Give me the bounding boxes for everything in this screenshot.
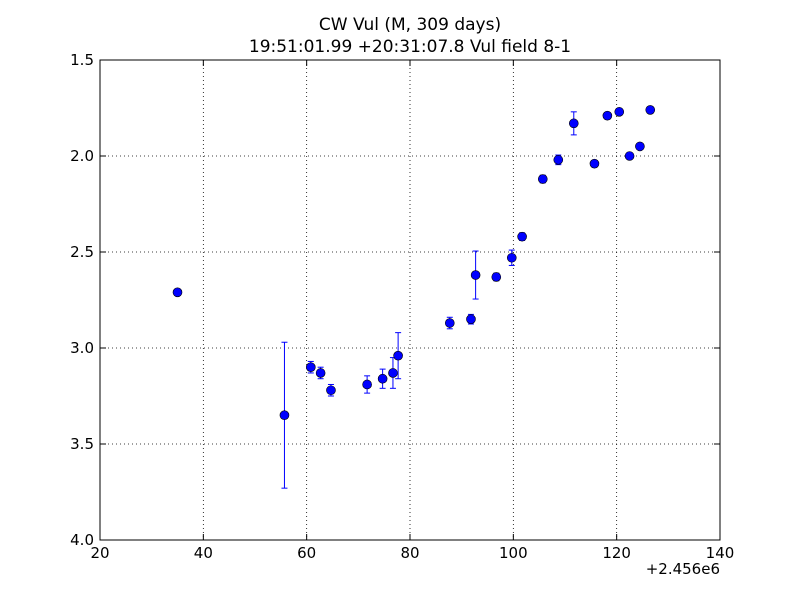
data-point [491,272,502,282]
data-point [470,270,481,280]
x-tick-label: 60 [297,544,316,562]
y-tick-label: 2.5 [70,243,94,261]
data-point [362,379,372,390]
x-offset-label: +2.456e6 [646,560,720,578]
chart-subtitle: 19:51:01.99 +20:31:07.8 Vul field 8-1 [249,37,571,57]
x-tick-label: 100 [499,544,528,562]
y-tick-label: 2.0 [70,147,94,165]
x-tick-label: 120 [602,544,631,562]
y-tick-label: 3.0 [70,339,94,357]
grid [100,60,720,540]
data-point [444,318,455,328]
data-point [393,350,403,361]
data-point [279,410,290,421]
data-point [553,155,564,165]
y-tick-label: 4.0 [70,531,94,549]
data-point [377,373,388,384]
x-tick-label: 40 [194,544,213,562]
data-point [602,110,613,121]
data-point [568,118,579,129]
data-point [635,141,645,152]
data-point [466,314,476,325]
y-tick-labels: 1.5 2.0 2.5 3.0 3.5 4.0 [70,51,94,549]
x-tick-label: 140 [706,544,735,562]
y-tick-label: 1.5 [70,51,94,69]
data-point [614,107,625,117]
x-tick-label: 20 [90,544,109,562]
y-tick-label: 3.5 [70,435,94,453]
data-point [326,385,336,396]
x-tick-label: 80 [400,544,419,562]
data-point [506,252,517,263]
chart-title: CW Vul (M, 309 days) [319,15,501,35]
data-point [315,368,326,378]
data-point [645,105,656,115]
data-point [172,287,183,298]
plot-frame [99,59,721,541]
data-point [305,362,316,373]
data-points [172,105,656,421]
data-point [537,174,548,184]
x-tick-labels: 20 40 60 80 100 120 140 [90,544,734,562]
data-point [517,231,527,242]
data-point [589,158,600,169]
data-point [624,151,635,161]
data-point [388,368,398,378]
